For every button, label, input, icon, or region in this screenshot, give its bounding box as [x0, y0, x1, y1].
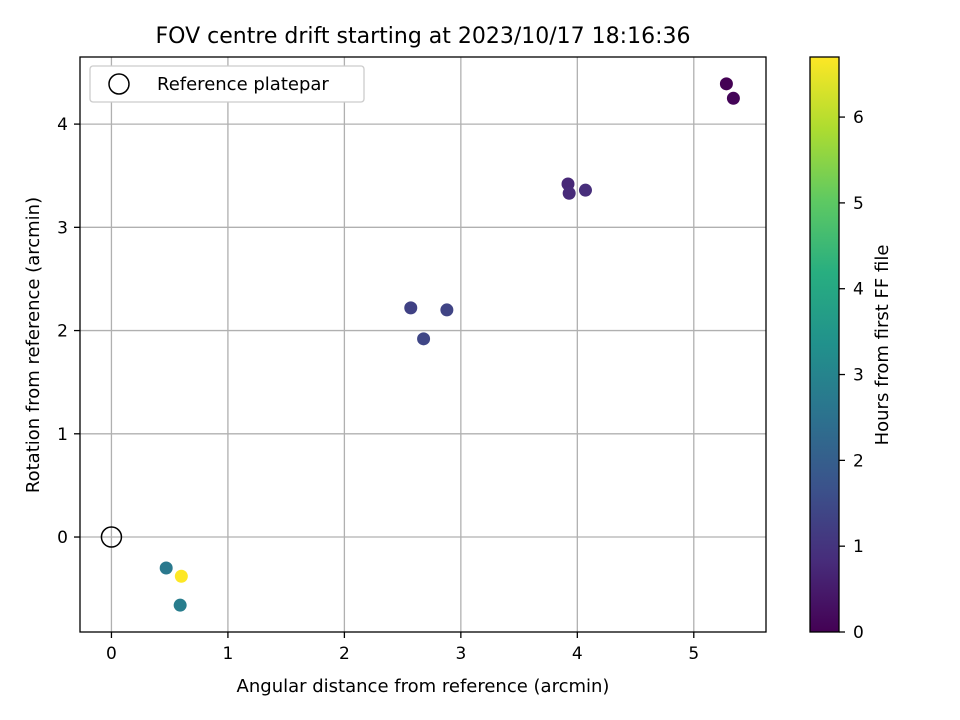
data-point: [562, 186, 576, 200]
data-point: [417, 332, 431, 346]
y-axis-ticks: 0 1 2 3 4: [57, 115, 80, 548]
plot-grid: [80, 57, 766, 632]
colorbar-tick-label: 0: [853, 623, 864, 643]
y-axis-label: Rotation from reference (arcmin): [23, 197, 44, 493]
x-tick-label: 4: [572, 644, 583, 664]
y-tick-label: 4: [57, 115, 68, 135]
data-point: [174, 569, 188, 583]
data-point: [440, 303, 454, 317]
legend-entry-reference: Reference platepar: [157, 74, 329, 95]
x-axis-ticks: 0 1 2 3 4 5: [106, 632, 699, 664]
colorbar-tick-label: 1: [853, 537, 864, 557]
colorbar-label: Hours from first FF file: [872, 245, 893, 446]
plot-frame: [79, 56, 767, 633]
y-tick-label: 3: [57, 218, 68, 238]
colorbar-ticks: 0 1 2 3 4 5 6: [839, 108, 864, 643]
chart-title: FOV centre drift starting at 2023/10/17 …: [156, 24, 691, 49]
y-tick-label: 0: [57, 528, 68, 548]
plot-points: [100, 77, 740, 612]
data-point: [726, 91, 740, 105]
y-tick-label: 2: [57, 322, 68, 342]
x-axis-label: Angular distance from reference (arcmin): [237, 676, 610, 697]
legend: Reference platepar: [89, 65, 365, 103]
y-tick-label: 1: [57, 425, 68, 445]
x-tick-label: 0: [106, 644, 117, 664]
colorbar-tick-label: 2: [853, 451, 864, 471]
data-point: [173, 598, 187, 612]
colorbar-tick-label: 3: [853, 366, 864, 386]
x-tick-label: 3: [455, 644, 466, 664]
data-point: [404, 301, 418, 315]
x-tick-label: 2: [339, 644, 350, 664]
data-point: [159, 561, 173, 575]
legend-box: [89, 65, 365, 103]
colorbar: [809, 56, 840, 633]
colorbar-tick-label: 4: [853, 280, 864, 300]
colorbar-tick-label: 5: [853, 194, 864, 214]
x-tick-label: 5: [688, 644, 699, 664]
colorbar-tick-label: 6: [853, 108, 864, 128]
reference-platepar-marker: [100, 526, 123, 548]
data-point: [719, 77, 733, 91]
legend-marker-circle: [108, 73, 130, 95]
x-tick-label: 1: [223, 644, 234, 664]
data-point: [578, 183, 592, 197]
